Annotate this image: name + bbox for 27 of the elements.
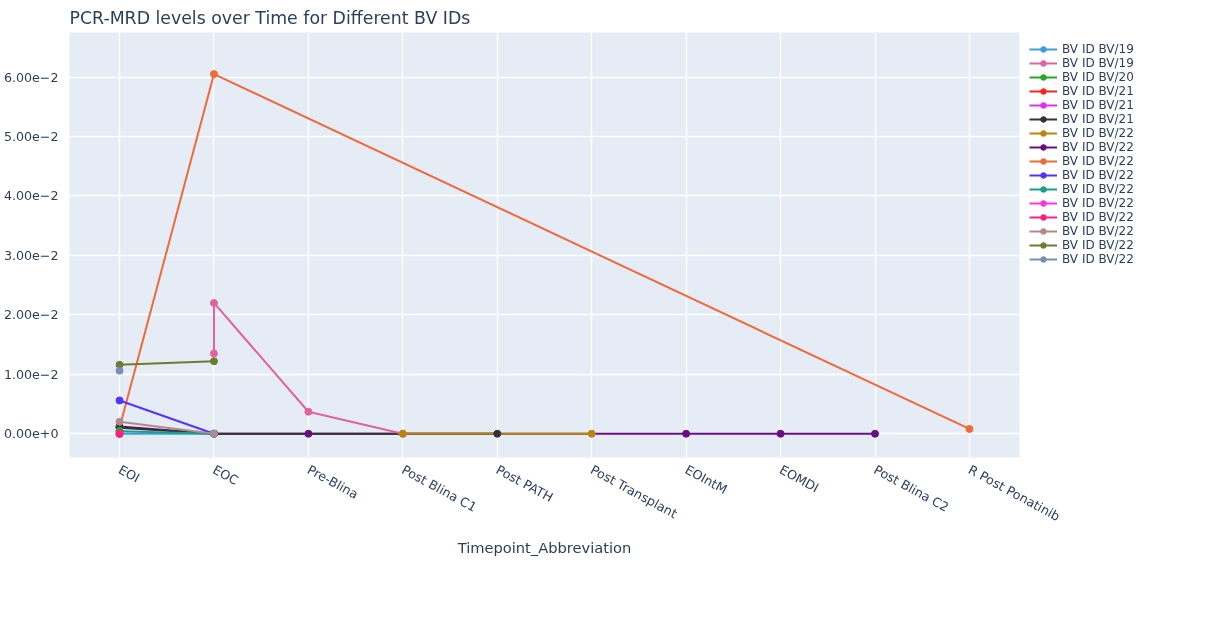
legend-label: BV ID BV/22 (1062, 238, 1134, 252)
legend-label: BV ID BV/22 (1062, 210, 1134, 224)
legend-label: BV ID BV/22 (1062, 224, 1134, 238)
x-axis-title: Timepoint_Abbreviation (456, 538, 632, 556)
y-tick-label: 6.00e−2 (3, 69, 59, 85)
legend-label: BV ID BV/19 (1062, 42, 1134, 56)
y-tick-label: 4.00e−2 (3, 188, 59, 204)
legend-label: BV ID BV/22 (1062, 126, 1134, 140)
legend-label: BV ID BV/21 (1062, 98, 1134, 112)
legend-label: BV ID BV/20 (1062, 70, 1134, 84)
y-tick-label: 2.00e−2 (3, 307, 59, 323)
chart-title: PCR-MRD levels over Time for Different BV IDs (69, 7, 471, 28)
x-tick-label: EOC (210, 461, 242, 489)
y-tick-label: 3.00e−2 (3, 247, 59, 263)
legend-label: BV ID BV/19 (1062, 56, 1134, 70)
legend-label: BV ID BV/21 (1062, 112, 1134, 126)
legend-label: BV ID BV/22 (1062, 252, 1134, 266)
legend-label: BV ID BV/22 (1062, 182, 1134, 196)
x-tick-label: EOI (115, 461, 143, 486)
y-tick-label: 5.00e−2 (3, 129, 59, 145)
legend-label: BV ID BV/21 (1062, 84, 1134, 98)
legend-label: BV ID BV/22 (1062, 154, 1134, 168)
legend-label: BV ID BV/22 (1062, 140, 1134, 154)
y-tick-label: 0.00e+0 (3, 426, 59, 442)
legend-label: BV ID BV/22 (1062, 168, 1134, 182)
legend-label: BV ID BV/22 (1062, 196, 1134, 210)
y-tick-label: 1.00e−2 (3, 366, 59, 382)
